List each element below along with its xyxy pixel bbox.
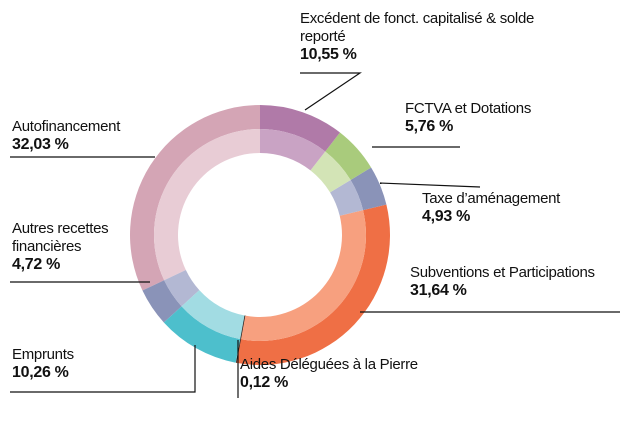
slice-label: Subventions et Participations 31,64 % (410, 264, 638, 300)
segment (163, 306, 241, 363)
inner-segment (310, 151, 351, 193)
slice-label: Autres recettes financières 4,72 % (12, 220, 122, 274)
segment (142, 280, 182, 323)
value-label: 5,76 % (405, 118, 454, 135)
slice-label: Aides Déléguées à la Pierre 0,12 % (240, 356, 490, 392)
slice-label: Emprunts 10,26 % (12, 346, 162, 382)
segment (260, 105, 340, 152)
leader-line (379, 182, 481, 188)
inner-segment (260, 129, 326, 171)
slice-label: Taxe d’aménagement 4,93 % (422, 190, 622, 226)
inner-segment (240, 210, 366, 341)
category-name: Taxe d’aménagement (422, 190, 561, 207)
category-name: Autres recettes financières (12, 220, 109, 255)
value-label: 4,72 % (12, 256, 61, 273)
value-label: 31,64 % (410, 282, 467, 299)
leader-line (10, 345, 196, 393)
category-name: Emprunts (12, 346, 74, 363)
value-label: 0,12 % (240, 374, 289, 391)
category-name: Excédent de fonct. capitalisé & solde re… (300, 10, 535, 45)
inner-segment (181, 290, 245, 340)
inner-segment (164, 270, 200, 307)
leader-line (300, 72, 362, 111)
category-name: Subventions et Participations (410, 264, 595, 281)
slice-label: Autofinancement 32,03 % (12, 118, 212, 154)
inner-segment (154, 129, 260, 281)
value-label: 4,93 % (422, 208, 471, 225)
segment (236, 204, 391, 365)
category-name: FCTVA et Dotations (405, 100, 532, 117)
value-label: 10,55 % (300, 46, 357, 63)
category-name: Autofinancement (12, 118, 121, 135)
inner-segment (330, 179, 364, 216)
slice-label: FCTVA et Dotations 5,76 % (405, 100, 605, 136)
segment (129, 105, 260, 291)
category-name: Aides Déléguées à la Pierre (240, 356, 418, 373)
leader-lines (10, 72, 620, 398)
value-label: 10,26 % (12, 364, 69, 381)
slice-label: Excédent de fonct. capitalisé & solde re… (300, 10, 540, 64)
value-label: 32,03 % (12, 136, 69, 153)
segment (350, 167, 387, 211)
segment (325, 132, 372, 180)
